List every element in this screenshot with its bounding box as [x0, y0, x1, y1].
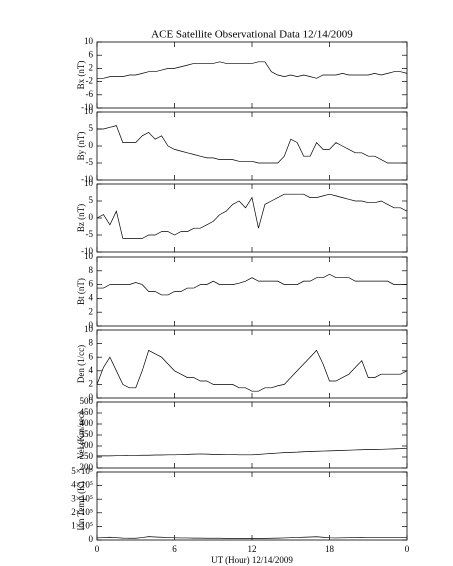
y-tick-label: 450	[80, 407, 94, 417]
y-tick-label: 5×10⁵	[71, 466, 93, 476]
panel-frame	[96, 256, 408, 327]
data-line	[97, 273, 407, 296]
x-tick-label: 0	[95, 544, 100, 554]
chart-title: ACE Satellite Observational Data 12/14/2…	[151, 29, 353, 41]
y-tick-label: 350	[80, 429, 94, 439]
data-line	[96, 193, 408, 239]
y-tick-label: 6	[89, 351, 94, 361]
y-tick-label: -6	[86, 89, 94, 99]
y-tick-label: 300	[80, 440, 94, 450]
y-tick-label: 0	[89, 140, 94, 150]
y-axis-label: Den (1/cc)	[76, 345, 86, 383]
y-tick-label: 250	[80, 451, 94, 461]
y-tick-label: 500	[80, 396, 94, 406]
y-tick-label: 4	[89, 292, 94, 302]
data-line	[96, 349, 408, 392]
y-tick-label: 8	[89, 265, 94, 275]
y-tick-label: 0	[89, 212, 94, 222]
y-tick-label: 3×10⁵	[71, 493, 93, 503]
y-tick-label: 2	[89, 306, 94, 316]
y-tick-label: -10	[81, 174, 93, 184]
y-tick-label: 5	[89, 123, 94, 133]
panel-frame	[96, 471, 408, 541]
y-axis-label: Bt (nT)	[76, 278, 86, 305]
y-tick-label: 0	[89, 534, 94, 544]
y-axis-label: Bz (nT)	[76, 204, 86, 232]
x-tick-label: 18	[325, 544, 335, 554]
y-tick-label: 0	[89, 392, 94, 402]
x-axis-label: UT (Hour) 12/14/2009	[211, 555, 293, 565]
y-axis-label: Ion Temp (K)	[76, 481, 86, 530]
panel-frame	[96, 401, 408, 469]
data-line	[97, 61, 408, 79]
y-tick-label: 10	[84, 178, 94, 188]
y-tick-label: 6	[89, 49, 94, 59]
y-tick-label: -10	[81, 102, 93, 112]
y-tick-label: 400	[80, 418, 94, 428]
y-tick-label: 2	[89, 62, 94, 72]
y-tick-label: 0	[89, 320, 94, 330]
panel-frame	[96, 183, 408, 253]
y-axis-label: Vel (Km/sec)	[76, 411, 86, 459]
data-line	[97, 447, 408, 457]
y-axis-label: Bx (nT)	[76, 61, 86, 90]
x-tick-label: 0	[405, 544, 410, 554]
y-tick-label: -5	[86, 229, 94, 239]
data-line	[96, 536, 408, 539]
y-tick-label: 2	[89, 378, 94, 388]
y-tick-label: 10	[84, 251, 94, 261]
y-tick-label: 10	[84, 106, 94, 116]
panel-frame	[96, 329, 408, 399]
y-tick-label: 2×10⁵	[71, 507, 93, 517]
y-tick-label: 8	[89, 338, 94, 348]
panel-frame	[96, 111, 408, 181]
y-axis-label: By (nT)	[76, 132, 86, 161]
y-tick-label: -5	[86, 157, 94, 167]
x-tick-label: 6	[172, 544, 177, 554]
y-tick-label: 4	[89, 365, 94, 375]
y-tick-label: 6	[89, 279, 94, 289]
y-tick-label: -2	[86, 76, 94, 86]
y-tick-label: 10	[84, 36, 94, 46]
y-tick-label: 200	[80, 462, 94, 472]
y-tick-label: 5	[89, 195, 94, 205]
y-tick-label: -10	[81, 246, 93, 256]
y-tick-label: 10	[84, 324, 94, 334]
x-tick-label: 12	[248, 544, 257, 554]
data-line	[97, 125, 407, 164]
y-tick-label: 4×10⁵	[71, 480, 93, 490]
y-tick-label: 1×10⁵	[71, 520, 93, 530]
